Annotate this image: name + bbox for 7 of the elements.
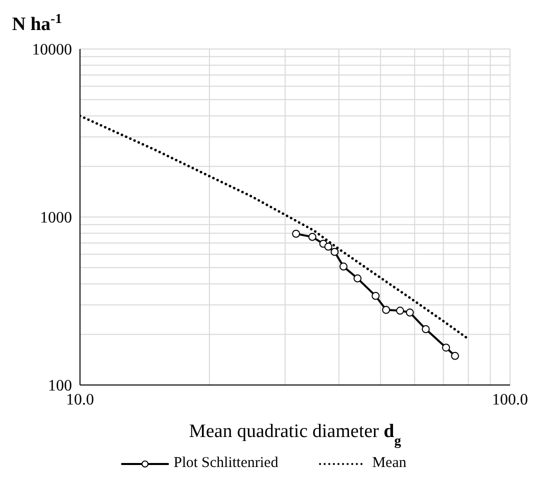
x-axis-title: Mean quadratic diameter d$_{g}$ [188, 421, 402, 448]
y-tick-label: 10000 [32, 42, 72, 59]
legend-label: Plot Schlittenried [174, 455, 278, 472]
y-axis-title: N ha$^{-1}$ [12, 10, 62, 35]
x-tick-label: 100.0 [492, 391, 528, 408]
y-tick-label: 1000 [40, 210, 72, 227]
legend-label: Mean [372, 455, 406, 472]
